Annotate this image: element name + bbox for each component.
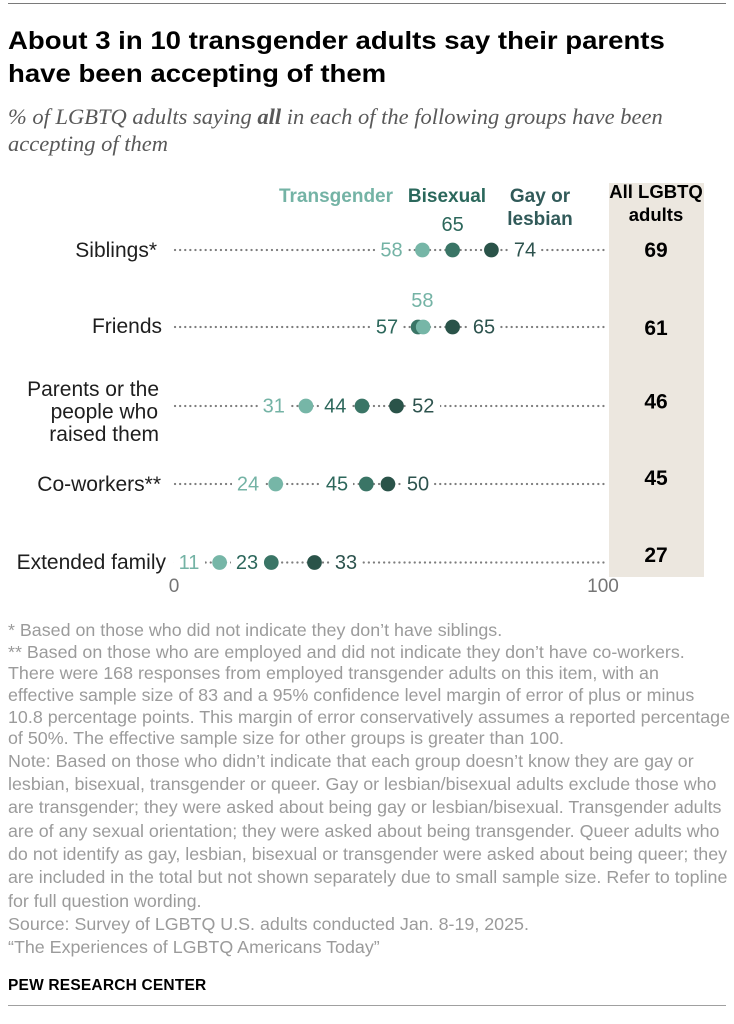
svg-text:11: 11 — [179, 552, 200, 574]
svg-text:61: 61 — [644, 317, 668, 340]
svg-text:Gay or: Gay or — [510, 186, 571, 207]
svg-text:45: 45 — [326, 474, 348, 496]
svg-text:Parents or the: Parents or the — [27, 378, 159, 401]
svg-text:24: 24 — [237, 474, 259, 496]
svg-text:65: 65 — [441, 214, 463, 236]
svg-text:65: 65 — [473, 317, 495, 339]
svg-text:Extended family: Extended family — [17, 551, 167, 574]
svg-text:45: 45 — [644, 467, 668, 490]
svg-text:31: 31 — [263, 396, 285, 418]
svg-text:100: 100 — [587, 576, 619, 597]
svg-text:All LGBTQ: All LGBTQ — [609, 181, 703, 202]
svg-text:44: 44 — [324, 396, 346, 418]
svg-text:0: 0 — [169, 576, 180, 597]
svg-text:50: 50 — [407, 474, 429, 496]
svg-text:33: 33 — [335, 552, 357, 574]
svg-text:Bisexual: Bisexual — [408, 186, 486, 207]
svg-text:27: 27 — [644, 544, 667, 567]
svg-text:lesbian: lesbian — [507, 209, 572, 230]
svg-text:57: 57 — [376, 317, 398, 339]
svg-text:Friends: Friends — [92, 315, 162, 338]
svg-text:74: 74 — [514, 240, 536, 262]
svg-text:58: 58 — [411, 290, 433, 312]
svg-text:raised them: raised them — [49, 423, 159, 446]
svg-text:58: 58 — [380, 240, 402, 262]
svg-text:23: 23 — [236, 552, 258, 574]
svg-text:adults: adults — [629, 204, 683, 225]
svg-text:52: 52 — [412, 396, 434, 418]
svg-text:Co-workers**: Co-workers** — [37, 473, 161, 496]
svg-text:Transgender: Transgender — [279, 186, 394, 207]
svg-text:46: 46 — [644, 391, 667, 414]
svg-text:Siblings*: Siblings* — [75, 239, 157, 262]
svg-text:people who: people who — [51, 401, 158, 424]
svg-text:69: 69 — [644, 239, 667, 262]
